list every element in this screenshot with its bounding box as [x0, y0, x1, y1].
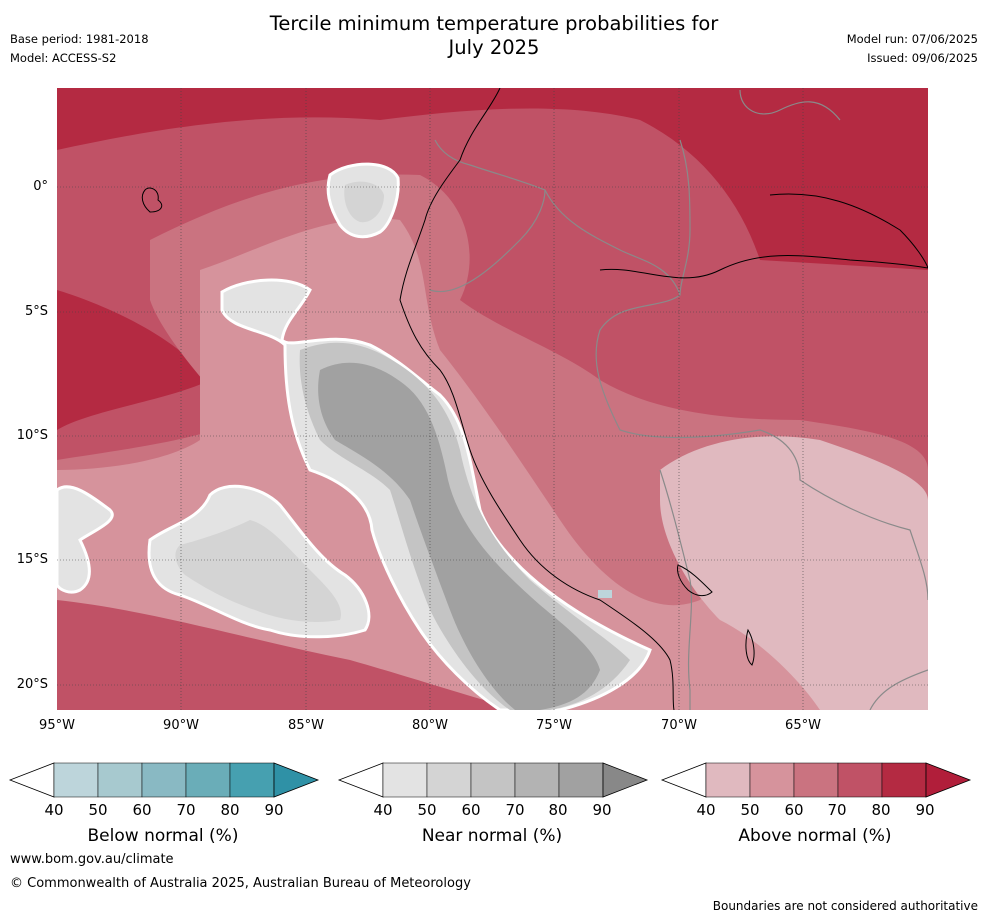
colorbar-tick: 60: [461, 801, 481, 819]
copyright-text: © Commonwealth of Australia 2025, Austra…: [10, 876, 471, 891]
title-line-2: July 2025: [448, 36, 540, 59]
amazon-river-coast: [599, 255, 928, 279]
lat-label: 0°: [33, 179, 48, 194]
title-line-1: Tercile minimum temperature probabilitie…: [269, 12, 719, 35]
lat-label: 10°S: [16, 428, 48, 443]
border-line-south: [869, 669, 928, 710]
colorbar-segment: [881, 762, 927, 798]
model-name: Model: ACCESS-S2: [10, 51, 117, 65]
colorbar-tick: 70: [176, 801, 196, 819]
above-40-region: [660, 436, 928, 710]
colorbar-segment: [53, 762, 99, 798]
page-title: Tercile minimum temperature probabilitie…: [0, 12, 988, 60]
colorbar-tick: 90: [915, 801, 935, 819]
colorbar-segment: [185, 762, 231, 798]
coastline: [399, 88, 675, 710]
map-content: [57, 88, 928, 710]
border-line-venezuela: [739, 89, 841, 121]
colorbar-tick: 90: [592, 801, 612, 819]
colorbar-near-label: Near normal (%): [421, 826, 563, 846]
below-normal-speck: [598, 590, 612, 598]
colorbar-segment: [229, 762, 275, 798]
colorbar-segment: [837, 762, 883, 798]
colorbar-below-label: Below normal (%): [87, 826, 239, 846]
colorbar-extend-low: [660, 762, 707, 798]
lon-label: 85°W: [288, 718, 324, 733]
graticule: [57, 88, 928, 710]
issued-date: Issued: 09/06/2025: [867, 51, 978, 65]
near-50-galapagos-region: [344, 181, 384, 223]
above-70-south-region: [57, 600, 520, 710]
colorbar-tick: 60: [132, 801, 152, 819]
colorbar-segment: [749, 762, 795, 798]
colorbar-segment: [141, 762, 187, 798]
colorbar-segment: [382, 762, 428, 798]
colorbar-tick: 60: [784, 801, 804, 819]
colorbar-above-label: Above normal (%): [738, 826, 892, 846]
lat-label: 20°S: [16, 677, 48, 692]
colorbar-segment: [426, 762, 472, 798]
near-normal-west-region: [57, 485, 114, 594]
galapagos-island: [141, 187, 163, 213]
colorbar-tick: 70: [505, 801, 525, 819]
colorbar-extend-high: [925, 762, 972, 798]
colorbar-tick: 80: [871, 801, 891, 819]
colorbar-tick: 90: [264, 801, 284, 819]
colorbar-extend-high: [273, 762, 320, 798]
lon-label: 70°W: [661, 718, 697, 733]
colorbar-segment: [705, 762, 751, 798]
colorbar-segment: [793, 762, 839, 798]
colorbar-below-ticks: 40 50 60 70 80 90 40 50 60 70 80 90 40 5…: [0, 801, 988, 821]
near-80-core-region: [318, 362, 600, 710]
lon-label: 65°W: [785, 718, 821, 733]
website-link[interactable]: www.bom.gov.au/climate: [10, 852, 174, 867]
colorbar-extend-low: [337, 762, 384, 798]
model-run: Model run: 07/06/2025: [846, 32, 978, 46]
border-line-colombia: [679, 139, 691, 296]
base-period: Base period: 1981-2018: [10, 32, 149, 46]
colorbar-tick: 70: [827, 801, 847, 819]
colorbar-tick: 50: [417, 801, 437, 819]
colorbar-above-normal: [660, 762, 972, 798]
colorbar-below-normal: [8, 762, 320, 798]
colorbar-near-normal: [337, 762, 649, 798]
colorbar-tick: 40: [373, 801, 393, 819]
colorbars: [8, 762, 972, 798]
lat-label: 15°S: [16, 552, 48, 567]
colorbar-tick: 40: [696, 801, 716, 819]
colorbar-segment: [514, 762, 560, 798]
colorbar-segment: [470, 762, 516, 798]
lon-label: 90°W: [163, 718, 199, 733]
lon-label: 95°W: [39, 718, 75, 733]
lake-poopo: [745, 628, 755, 666]
colorbar-segment: [97, 762, 143, 798]
colorbar-tick: 50: [740, 801, 760, 819]
northern-river-coast: [769, 193, 928, 269]
border-line-east: [544, 189, 928, 601]
colorbar-tick: 50: [88, 801, 108, 819]
disclaimer-text: Boundaries are not considered authoritat…: [712, 899, 978, 913]
lon-label: 75°W: [536, 718, 572, 733]
lon-label: 80°W: [412, 718, 448, 733]
near-50-offshore-region: [175, 520, 341, 622]
colorbar-extend-high: [602, 762, 649, 798]
border-line-bolivia: [659, 469, 693, 710]
colorbar-tick: 80: [548, 801, 568, 819]
colorbar-tick: 40: [44, 801, 64, 819]
colorbar-segment: [558, 762, 604, 798]
lat-label: 5°S: [24, 304, 48, 319]
colorbar-tick: 80: [220, 801, 240, 819]
colorbar-extend-low: [8, 762, 55, 798]
